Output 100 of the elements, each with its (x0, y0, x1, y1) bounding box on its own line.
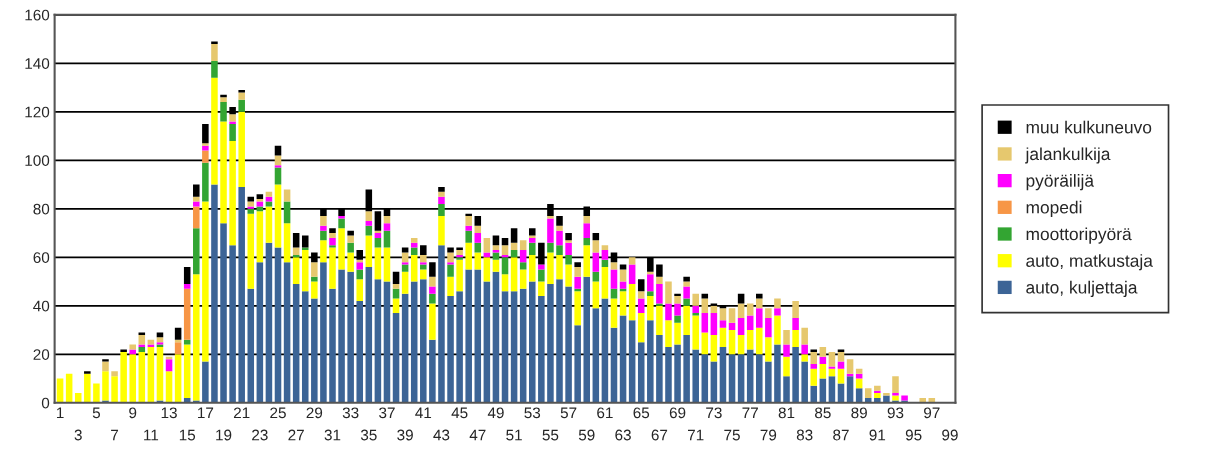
bar (501, 257, 509, 275)
bar (429, 276, 436, 287)
bar (274, 155, 282, 166)
bar (656, 305, 663, 335)
bar (538, 269, 545, 282)
bar (565, 233, 572, 241)
bar (301, 250, 309, 292)
bar (483, 281, 491, 403)
bar (138, 347, 146, 352)
bar (556, 225, 563, 231)
bar (365, 267, 373, 403)
bar (674, 344, 681, 403)
bar (329, 288, 336, 403)
legend-label: moottoripyörä (1026, 227, 1132, 244)
bar (447, 296, 454, 403)
x-tick-label: 75 (724, 429, 740, 441)
bar (138, 351, 146, 403)
bar (474, 233, 482, 243)
bar (637, 279, 645, 292)
bar (111, 371, 118, 377)
bar (792, 317, 799, 331)
bar (338, 218, 345, 229)
bar (165, 371, 173, 403)
bar (756, 354, 763, 403)
bar (492, 235, 500, 246)
bar (311, 298, 318, 403)
x-tick-label: 27 (288, 429, 304, 441)
bar (656, 303, 663, 306)
bar (610, 298, 618, 328)
bar (138, 334, 146, 345)
bar (193, 196, 200, 202)
bar (120, 349, 127, 352)
bar (692, 293, 699, 306)
bar (438, 216, 445, 246)
bar (701, 313, 709, 333)
bar (737, 334, 745, 355)
bar (247, 206, 255, 209)
x-tick-label: 19 (216, 429, 232, 441)
bar (183, 267, 191, 284)
bar (111, 376, 118, 403)
bar (438, 191, 445, 197)
bar (429, 286, 436, 294)
bar (220, 97, 227, 103)
bar (592, 308, 600, 403)
bar (765, 317, 772, 338)
bar (574, 325, 581, 403)
x-tick-label: 97 (924, 407, 940, 419)
x-tick-label: 67 (651, 429, 668, 441)
bar (701, 293, 709, 299)
bar (138, 332, 146, 335)
x-tick-label: 93 (887, 407, 904, 419)
bar (456, 250, 463, 255)
bar (174, 327, 182, 340)
x-tick-label: 79 (760, 429, 777, 441)
bar (619, 269, 627, 282)
bar (601, 267, 609, 299)
bar (474, 269, 482, 403)
bar (383, 281, 391, 403)
x-tick-label: 55 (542, 429, 559, 441)
bar (692, 315, 699, 350)
bar (628, 320, 636, 403)
bar (193, 184, 200, 197)
bar (356, 300, 363, 403)
bar (519, 288, 527, 403)
bar (492, 245, 500, 251)
bar (374, 233, 382, 238)
bar (783, 376, 790, 403)
bar (583, 223, 591, 238)
bar (193, 274, 200, 401)
bar (420, 262, 427, 265)
x-tick-label: 17 (198, 407, 214, 419)
x-tick-label: 77 (742, 407, 758, 419)
y-tick-label: 40 (33, 300, 50, 312)
bar (692, 305, 699, 314)
bar (238, 111, 245, 187)
bar (692, 349, 699, 403)
bar (683, 305, 690, 335)
bar (320, 216, 327, 226)
bar (229, 140, 236, 246)
x-tick-label: 87 (833, 429, 849, 441)
bar (84, 371, 91, 374)
bar (855, 373, 863, 379)
bar (229, 123, 236, 141)
bar (265, 206, 273, 243)
bar (637, 342, 645, 403)
bar (202, 201, 209, 362)
bar (519, 269, 527, 289)
y-tick-label: 60 (33, 252, 50, 263)
bar (538, 281, 545, 297)
bar (547, 218, 554, 243)
bar (892, 376, 899, 394)
bar (529, 237, 536, 243)
bar (783, 344, 790, 357)
bar (156, 332, 164, 338)
bar (883, 393, 890, 396)
bar (547, 242, 554, 253)
bar (474, 216, 482, 226)
bar (547, 216, 554, 219)
bar (447, 264, 454, 277)
bar (819, 347, 827, 357)
